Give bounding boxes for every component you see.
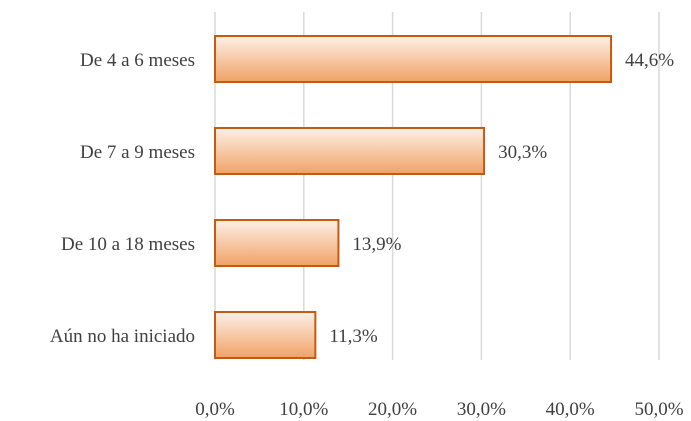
category-label: De 10 a 18 meses	[61, 234, 195, 255]
x-tick-label: 40,0%	[546, 399, 595, 420]
x-tick-label: 30,0%	[457, 399, 506, 420]
data-label: 13,9%	[352, 234, 401, 255]
category-label: Aún no ha iniciado	[50, 326, 195, 347]
bar	[214, 127, 486, 175]
labels: 0,0% 10,0% 20,0% 30,0% 40,0% 50,0% De 4 a 6 me…	[50, 50, 684, 420]
x-tick-label: 0,0%	[195, 399, 235, 420]
data-label: 11,3%	[329, 326, 378, 347]
x-tick-label: 10,0%	[279, 399, 328, 420]
category-label: De 7 a 9 meses	[80, 142, 195, 163]
category-label: De 4 a 6 meses	[80, 50, 195, 71]
data-label: 30,3%	[498, 142, 547, 163]
x-tick-label: 50,0%	[634, 399, 683, 420]
bar	[214, 35, 613, 83]
data-label: 44,6%	[625, 50, 674, 71]
x-tick-label: 20,0%	[368, 399, 417, 420]
bars	[214, 35, 613, 359]
bar	[214, 219, 340, 267]
bar	[214, 311, 317, 359]
